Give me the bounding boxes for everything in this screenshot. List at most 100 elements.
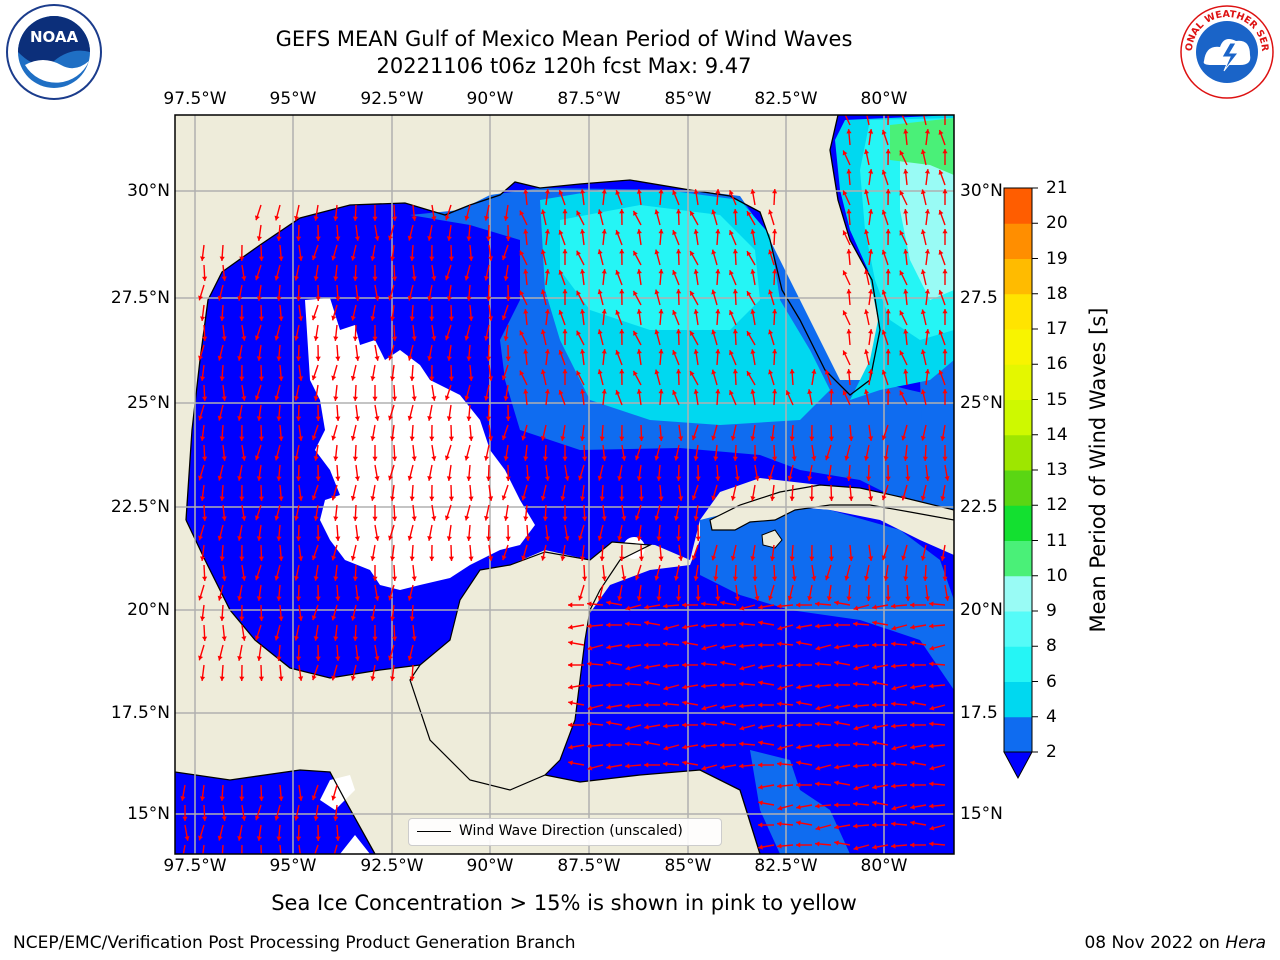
- wind-wave-arrow: [354, 464, 360, 481]
- wind-wave-arrow: [700, 661, 718, 667]
- wind-wave-arrow: [294, 804, 300, 821]
- wind-wave-arrow: [750, 349, 756, 366]
- wind-wave-arrow: [580, 389, 586, 406]
- wind-wave-arrow: [777, 744, 794, 751]
- wind-wave-arrow: [254, 804, 262, 821]
- wind-wave-arrow: [335, 224, 341, 242]
- wind-wave-arrow: [885, 388, 891, 406]
- wind-wave-arrow: [296, 524, 302, 542]
- wind-wave-arrow: [700, 743, 718, 749]
- wind-wave-arrow: [276, 644, 282, 662]
- wind-wave-arrow: [940, 424, 946, 441]
- wind-wave-arrow: [625, 724, 642, 731]
- wind-wave-arrow: [354, 404, 360, 421]
- wind-wave-arrow: [814, 721, 832, 727]
- colorbar-tick-label: 10: [1046, 565, 1068, 586]
- footer-date: 08 Nov 2022 on Hera: [1084, 933, 1266, 953]
- wind-wave-arrow: [772, 228, 778, 246]
- wind-wave-arrow: [658, 424, 664, 442]
- wind-wave-arrow: [715, 188, 721, 206]
- wind-wave-arrow: [689, 370, 699, 386]
- wind-wave-arrow: [260, 844, 263, 854]
- wind-wave-arrow: [928, 803, 946, 809]
- wind-wave-arrow: [523, 309, 529, 326]
- wind-wave-arrow: [464, 444, 471, 461]
- wind-wave-arrow: [315, 404, 321, 422]
- wind-wave-arrow: [814, 841, 832, 847]
- wind-wave-arrow: [824, 564, 832, 581]
- wind-wave-arrow: [924, 209, 930, 226]
- wind-wave-arrow: [853, 664, 870, 671]
- wind-wave-arrow: [599, 484, 605, 502]
- wind-wave-arrow: [910, 820, 927, 826]
- wind-wave-arrow: [678, 424, 684, 441]
- wind-wave-arrow: [296, 284, 302, 302]
- wind-wave-arrow: [682, 640, 699, 646]
- wind-wave-arrow: [586, 683, 604, 689]
- colorbar-tick-label: 13: [1046, 460, 1068, 480]
- wind-wave-arrow: [315, 584, 321, 602]
- wind-wave-arrow: [789, 484, 795, 502]
- wind-wave-arrow: [658, 188, 664, 206]
- wind-wave-arrow: [388, 524, 395, 541]
- wind-wave-arrow: [693, 564, 699, 581]
- wind-wave-arrow: [202, 804, 208, 822]
- wind-wave-arrow: [772, 308, 778, 326]
- wind-wave-arrow: [258, 484, 264, 502]
- wind-wave-arrow: [658, 388, 664, 406]
- wind-wave-arrow: [924, 464, 930, 481]
- noaa-logo: NOAA: [5, 3, 103, 101]
- wind-wave-arrow: [217, 584, 224, 601]
- wind-wave-arrow: [899, 190, 908, 206]
- wind-wave-arrow: [370, 304, 376, 321]
- wind-wave-arrow: [586, 743, 604, 749]
- wind-wave-arrow: [392, 444, 398, 462]
- wind-wave-arrow: [568, 684, 585, 690]
- wind-wave-arrow: [713, 564, 719, 581]
- wind-wave-arrow: [256, 224, 262, 241]
- wind-wave-arrow: [374, 524, 380, 541]
- wind-wave-arrow: [411, 324, 417, 341]
- wind-wave-arrow: [562, 249, 568, 265]
- wind-wave-arrow: [758, 844, 775, 850]
- wind-wave-arrow: [241, 324, 247, 341]
- wind-wave-arrow: [796, 820, 813, 826]
- wind-wave-arrow: [676, 524, 682, 542]
- wind-wave-arrow: [311, 604, 319, 621]
- wind-wave-arrow: [315, 464, 321, 482]
- wind-wave-arrow: [920, 389, 927, 406]
- wind-wave-arrow: [466, 224, 472, 242]
- no-data-region: [305, 298, 535, 590]
- wind-wave-arrow: [758, 664, 775, 670]
- wind-wave-arrow: [241, 444, 247, 461]
- wind-wave-arrow: [872, 642, 888, 648]
- wind-wave-arrow: [739, 724, 756, 731]
- lon-bottom-80: 80°W: [860, 856, 908, 876]
- wind-wave-arrow: [807, 584, 813, 601]
- wind-wave-arrow: [374, 344, 380, 361]
- wind-wave-arrow: [868, 169, 874, 186]
- wind-wave-arrow: [942, 445, 948, 461]
- wind-wave-arrow: [713, 444, 719, 461]
- wind-wave-arrow: [754, 464, 760, 481]
- wind-wave-arrow: [738, 741, 756, 747]
- wind-wave-arrow: [814, 743, 832, 749]
- wind-wave-arrow: [313, 564, 319, 581]
- wind-wave-arrow: [313, 444, 319, 461]
- wind-wave-arrow: [313, 264, 319, 281]
- wind-wave-arrow: [258, 664, 264, 682]
- wind-wave-arrow: [576, 330, 585, 346]
- wind-wave-arrow: [523, 444, 529, 461]
- wind-wave-arrow: [568, 602, 584, 608]
- wind-wave-arrow: [254, 264, 262, 281]
- wind-wave-arrow: [729, 269, 737, 286]
- wind-wave-arrow: [446, 464, 452, 481]
- wind-wave-arrow: [750, 389, 756, 406]
- wind-wave-arrow: [429, 484, 435, 502]
- wind-wave-arrow: [276, 284, 282, 302]
- wind-wave-arrow: [466, 284, 472, 302]
- wind-wave-arrow: [180, 784, 186, 801]
- wind-wave-arrow: [634, 564, 642, 581]
- wind-wave-arrow: [796, 722, 812, 728]
- wind-wave-arrow: [834, 622, 850, 628]
